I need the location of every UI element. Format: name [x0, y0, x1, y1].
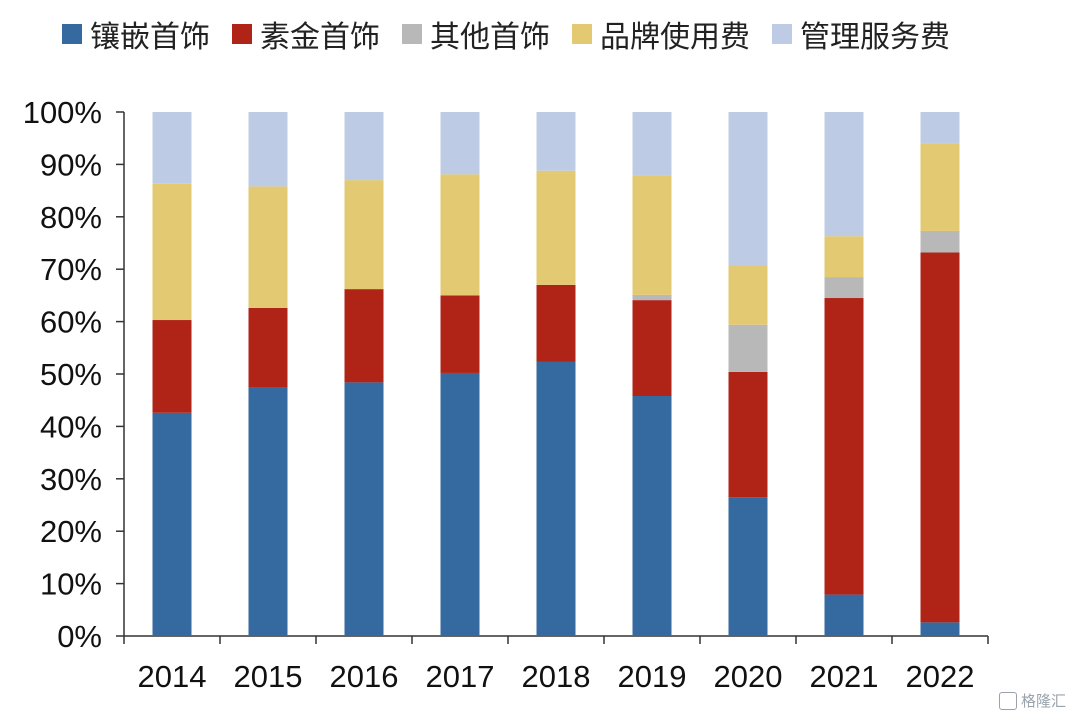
bar-segment: [248, 307, 288, 388]
y-tick-label: 60%: [40, 305, 102, 340]
legend-item-3: 品牌使用费: [572, 12, 750, 56]
watermark-logo-icon: [998, 691, 1017, 710]
legend-swatch: [572, 24, 592, 44]
watermark: 格隆汇: [998, 690, 1066, 711]
watermark-text: 格隆汇: [1020, 692, 1066, 710]
bar-segment: [824, 277, 864, 299]
x-tick-label: 2016: [330, 659, 399, 694]
y-tick-label: 20%: [40, 514, 102, 549]
bar-segment: [920, 252, 960, 623]
bar-segment: [344, 180, 384, 290]
legend-label: 其他首饰: [430, 20, 550, 55]
y-tick-label: 50%: [40, 357, 102, 392]
x-tick-label: 2014: [138, 659, 207, 694]
legend-swatch: [232, 24, 252, 44]
y-tick-label: 100%: [23, 95, 102, 130]
legend-label: 镶嵌首饰: [90, 20, 210, 55]
bar-segment: [632, 112, 672, 176]
y-tick-label: 80%: [40, 200, 102, 235]
bar-segment: [440, 112, 480, 175]
bar-segment: [344, 112, 384, 181]
bar-segment: [152, 183, 192, 321]
bar-segment: [536, 284, 576, 362]
y-tick-label: 30%: [40, 462, 102, 497]
bar-segment: [440, 295, 480, 373]
bar-segment: [632, 175, 672, 295]
y-tick-label: 70%: [40, 252, 102, 287]
bar-segment: [824, 298, 864, 595]
x-tick-label: 2019: [618, 659, 687, 694]
bar-segment: [152, 320, 192, 413]
bar-segment: [440, 174, 480, 296]
bar-segment: [728, 497, 768, 636]
x-tick-label: 2018: [522, 659, 591, 694]
x-tick-label: 2020: [714, 659, 783, 694]
legend-swatch: [772, 24, 792, 44]
bar-segment: [632, 396, 672, 636]
bar-segment: [728, 371, 768, 498]
x-tick-label: 2022: [906, 659, 975, 694]
x-tick-label: 2015: [234, 659, 303, 694]
bar-segment: [152, 412, 192, 636]
y-tick-label: 10%: [40, 567, 102, 602]
legend-item-1: 素金首饰: [232, 12, 380, 56]
bar-segment: [824, 236, 864, 278]
y-tick-label: 0%: [57, 619, 102, 654]
legend-item-4: 管理服务费: [772, 12, 950, 56]
bar-segment: [248, 112, 288, 187]
bar-segment: [536, 112, 576, 171]
bar-segment: [728, 112, 768, 266]
bar-segment: [248, 387, 288, 636]
bar-segment: [632, 294, 672, 301]
bar-segment: [920, 112, 960, 144]
bar-segment: [248, 186, 288, 308]
bar-segment: [824, 112, 864, 237]
bar-segment: [152, 112, 192, 184]
bar-segment: [728, 265, 768, 325]
y-tick-label: 90%: [40, 147, 102, 182]
bar-segment: [920, 230, 960, 253]
bar-segment: [728, 324, 768, 372]
x-tick-label: 2017: [426, 659, 495, 694]
bar-segment: [920, 143, 960, 231]
legend-swatch: [62, 24, 82, 44]
y-tick-label: 40%: [40, 409, 102, 444]
legend-label: 管理服务费: [800, 20, 950, 55]
legend-swatch: [402, 24, 422, 44]
bar-segment: [536, 361, 576, 636]
bar-segment: [920, 622, 960, 636]
legend: 镶嵌首饰 素金首饰 其他首饰 品牌使用费 管理服务费: [62, 12, 950, 56]
bar-segment: [824, 594, 864, 636]
bar-segment: [632, 300, 672, 397]
bar-segment: [536, 170, 576, 285]
bar-segment: [344, 382, 384, 636]
legend-item-0: 镶嵌首饰: [62, 12, 210, 56]
bar-segment: [344, 289, 384, 383]
legend-label: 品牌使用费: [600, 20, 750, 55]
legend-label: 素金首饰: [260, 20, 380, 55]
bar-segment: [440, 372, 480, 636]
legend-item-2: 其他首饰: [402, 12, 550, 56]
x-tick-label: 2021: [810, 659, 879, 694]
